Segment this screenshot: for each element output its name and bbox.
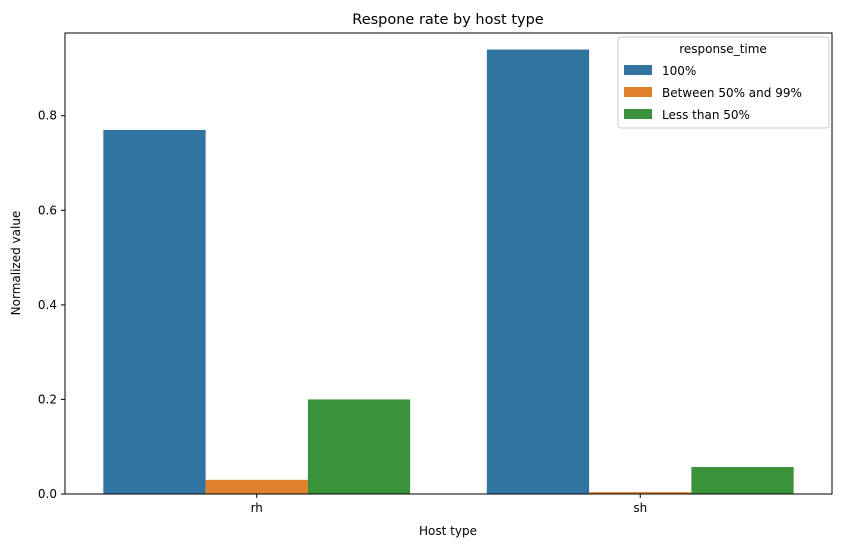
y-tick-label: 0.0 <box>38 487 57 501</box>
y-tick-label: 0.2 <box>38 392 57 406</box>
bar-sh-0 <box>486 49 590 495</box>
legend-label-2: Less than 50% <box>662 108 750 122</box>
legend-title: response_time <box>679 42 767 56</box>
y-tick-label: 0.4 <box>38 298 57 312</box>
legend-swatch-0 <box>624 65 652 75</box>
legend-swatch-1 <box>624 87 652 97</box>
bar-rh-1 <box>205 479 308 494</box>
legend: response_time 100% Between 50% and 99% Les… <box>617 36 830 129</box>
legend-label-0: 100% <box>662 64 696 78</box>
x-tick-label-sh: sh <box>633 501 647 515</box>
y-axis: 0.0 0.2 0.4 0.6 0.8 <box>38 109 65 501</box>
x-tick-label-rh: rh <box>251 501 263 515</box>
plot-frame <box>64 32 833 495</box>
y-tick-label: 0.6 <box>38 203 57 217</box>
bar-sh-1 <box>589 492 692 494</box>
y-tick-label: 0.8 <box>38 109 57 123</box>
legend-label-1: Between 50% and 99% <box>662 86 802 100</box>
legend-swatch-2 <box>624 109 652 119</box>
legend-items: 100% Between 50% and 99% Less than 50% <box>624 64 802 122</box>
y-axis-label: Normalized value <box>9 211 23 316</box>
x-axis-label: Host type <box>419 524 477 538</box>
chart-title: Respone rate by host type <box>352 12 544 28</box>
bar-rh-2 <box>307 399 411 494</box>
legend-box <box>617 36 830 129</box>
bar-sh-2 <box>691 467 794 494</box>
x-axis: rh sh <box>251 494 647 515</box>
bars-group <box>103 49 794 495</box>
bar-rh-0 <box>103 129 206 494</box>
